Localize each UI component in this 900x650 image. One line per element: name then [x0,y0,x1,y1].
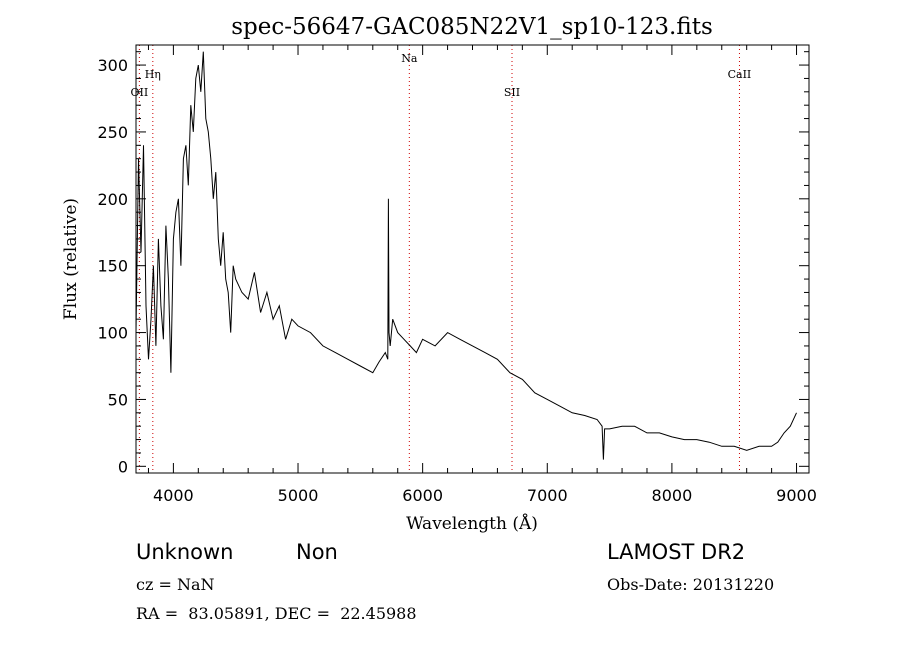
line-marker-label: Hη [145,68,161,81]
plot-frame [135,44,810,474]
x-tick-label: 8000 [652,486,693,505]
x-tick-label: 9000 [776,486,817,505]
y-tick-label: 100 [97,324,128,343]
spectrum-series [135,51,797,460]
x-tick-label: 5000 [278,486,319,505]
line-marker-label: OII [131,86,149,99]
y-axis-label: Flux (relative) [61,198,81,320]
chart-title: spec-56647-GAC085N22V1_sp10-123.fits [231,14,713,40]
line-markers: OII Hη Na SII CaII [131,45,752,473]
line-marker-label: Na [401,52,418,65]
y-tick-label: 250 [97,123,128,142]
obs-date-label: Obs-Date: 20131220 [607,575,775,594]
coordinates-label: RA = 83.05891, DEC = 22.45988 [136,604,417,623]
x-tick-label: 7000 [527,486,568,505]
line-marker-label: SII [504,86,520,99]
y-tick-label: 150 [97,257,128,276]
line-marker-label: CaII [728,68,752,81]
x-tick-label: 4000 [153,486,194,505]
x-axis-label: Wavelength (Å) [406,513,538,534]
x-axis-ticks: 4000 5000 6000 7000 8000 9000 [147,45,817,505]
class-label: Unknown [136,540,234,564]
y-tick-label: 200 [97,190,128,209]
x-tick-label: 6000 [402,486,443,505]
redshift-label: cz = NaN [136,575,215,594]
y-axis-ticks: 0 50 100 150 200 250 300 [97,51,809,476]
y-tick-label: 300 [97,56,128,75]
spectrum-line [135,51,797,460]
y-tick-label: 0 [118,457,128,476]
y-tick-label: 50 [108,390,128,409]
survey-label: LAMOST DR2 [607,540,746,564]
subclass-label: Non [296,540,338,564]
